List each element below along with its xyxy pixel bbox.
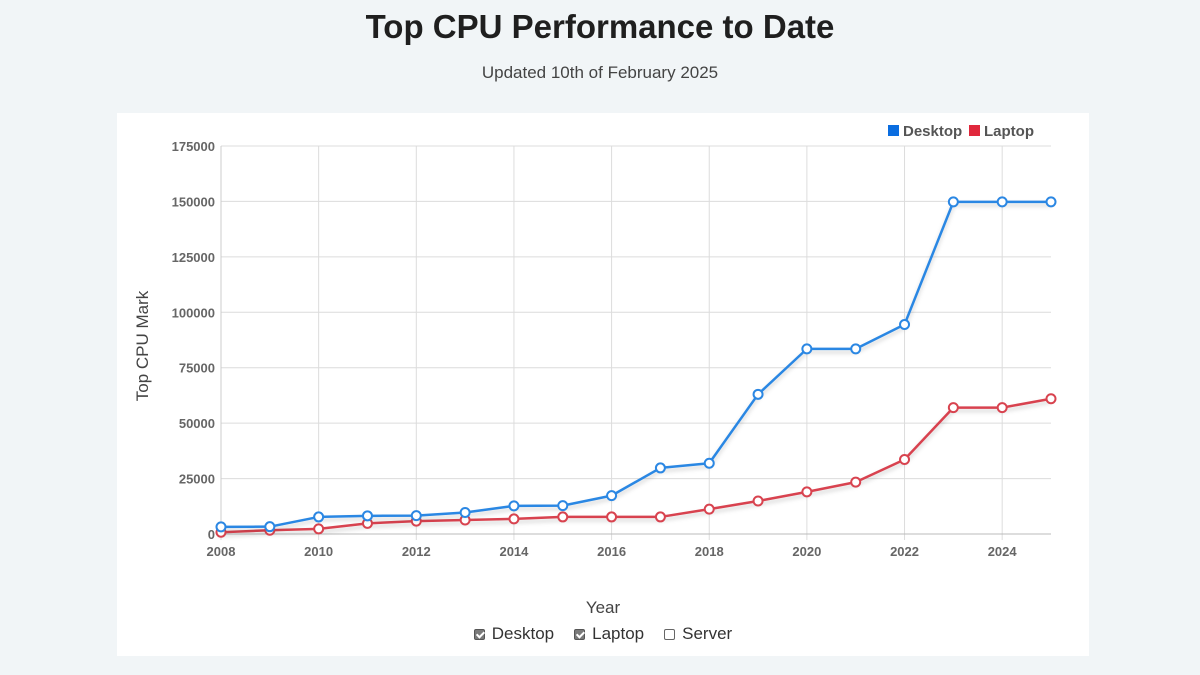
server-checkbox[interactable] (664, 628, 676, 640)
x-axis-title: Year (586, 598, 621, 613)
x-tick-label: 2020 (792, 544, 821, 559)
legend-swatch-desktop (888, 125, 899, 136)
desktop-data-point[interactable] (703, 457, 715, 469)
axes: 0 25000 50000 75000 100000 125000 150000 175000… (133, 139, 1051, 613)
x-tick-label: 2014 (499, 544, 529, 559)
desktop-data-point[interactable] (606, 490, 618, 502)
laptop-data-point[interactable] (1045, 393, 1057, 405)
y-tick-label: 175000 (172, 139, 215, 154)
y-tick-label: 25000 (179, 472, 215, 487)
toggle-server[interactable]: Server (664, 624, 732, 644)
desktop-data-point[interactable] (1045, 196, 1057, 208)
y-tick-label: 150000 (172, 194, 215, 209)
x-tick-label: 2024 (988, 544, 1018, 559)
toggle-laptop-label: Laptop (592, 624, 645, 643)
y-tick-label: 125000 (172, 250, 215, 265)
laptop-line (220, 397, 1052, 534)
toggle-laptop[interactable]: Laptop (574, 624, 644, 644)
desktop-data-point[interactable] (508, 500, 520, 512)
page-title: Top CPU Performance to Date (365, 8, 835, 45)
desktop-checkbox[interactable] (473, 628, 485, 640)
x-tick-label: 2012 (402, 544, 431, 559)
laptop-data-point[interactable] (703, 503, 715, 515)
toggle-desktop-label: Desktop (491, 624, 555, 643)
x-tick-label: 2018 (695, 544, 724, 559)
legend-label-desktop: Desktop (903, 123, 962, 140)
laptop-data-point[interactable] (313, 523, 325, 535)
laptop-data-point[interactable] (801, 486, 813, 498)
laptop-data-point[interactable] (606, 511, 618, 523)
desktop-data-point[interactable] (850, 343, 862, 355)
desktop-data-point[interactable] (947, 196, 959, 208)
series-toggles: Desktop Laptop Server (117, 624, 1089, 644)
desktop-data-point[interactable] (215, 521, 227, 533)
laptop-data-point[interactable] (850, 476, 862, 488)
legend-label-laptop: Laptop (984, 123, 1034, 140)
desktop-data-point[interactable] (996, 196, 1008, 208)
desktop-data-point[interactable] (752, 388, 764, 400)
x-tick-label: 2022 (890, 544, 919, 559)
legend-item-desktop[interactable]: Desktop (888, 123, 962, 140)
legend-item-laptop[interactable]: Laptop (969, 123, 1034, 140)
series-laptop (215, 393, 1057, 538)
desktop-data-point[interactable] (264, 521, 276, 533)
laptop-data-point[interactable] (899, 454, 911, 466)
laptop-data-point[interactable] (996, 402, 1008, 414)
x-tick-label: 2010 (304, 544, 333, 559)
laptop-data-point[interactable] (654, 511, 666, 523)
desktop-data-point[interactable] (654, 462, 666, 474)
desktop-data-point[interactable] (557, 500, 569, 512)
y-tick-label: 0 (208, 527, 215, 542)
desktop-data-point[interactable] (459, 506, 471, 518)
y-axis-title: Top CPU Mark (133, 290, 152, 401)
x-tick-label: 2008 (207, 544, 236, 559)
desktop-data-point[interactable] (899, 318, 911, 330)
desktop-data-point[interactable] (801, 343, 813, 355)
y-tick-label: 75000 (179, 361, 215, 376)
grid (220, 145, 1051, 540)
y-tick-label: 50000 (179, 416, 215, 431)
x-tick-label: 2016 (597, 544, 626, 559)
legend[interactable]: Desktop Laptop (888, 123, 1034, 140)
toggle-desktop[interactable]: Desktop (473, 624, 555, 644)
laptop-data-point[interactable] (508, 513, 520, 525)
series-desktop (215, 196, 1057, 533)
toggle-server-label: Server (682, 624, 733, 643)
legend-swatch-laptop (969, 125, 980, 136)
desktop-line (220, 200, 1051, 529)
desktop-data-point[interactable] (313, 511, 325, 523)
series (215, 196, 1057, 538)
laptop-data-point[interactable] (947, 402, 959, 414)
laptop-data-point[interactable] (752, 495, 764, 507)
page-subtitle: Updated 10th of February 2025 (481, 63, 719, 82)
laptop-checkbox[interactable] (574, 628, 586, 640)
y-tick-label: 100000 (172, 305, 215, 320)
desktop-data-point[interactable] (361, 510, 373, 522)
desktop-data-point[interactable] (410, 510, 422, 522)
laptop-data-point[interactable] (557, 511, 569, 523)
line-chart: 0 25000 50000 75000 100000 125000 150000 175000… (133, 123, 1057, 613)
chart-card: 0 25000 50000 75000 100000 125000 150000 175000… (117, 113, 1089, 656)
